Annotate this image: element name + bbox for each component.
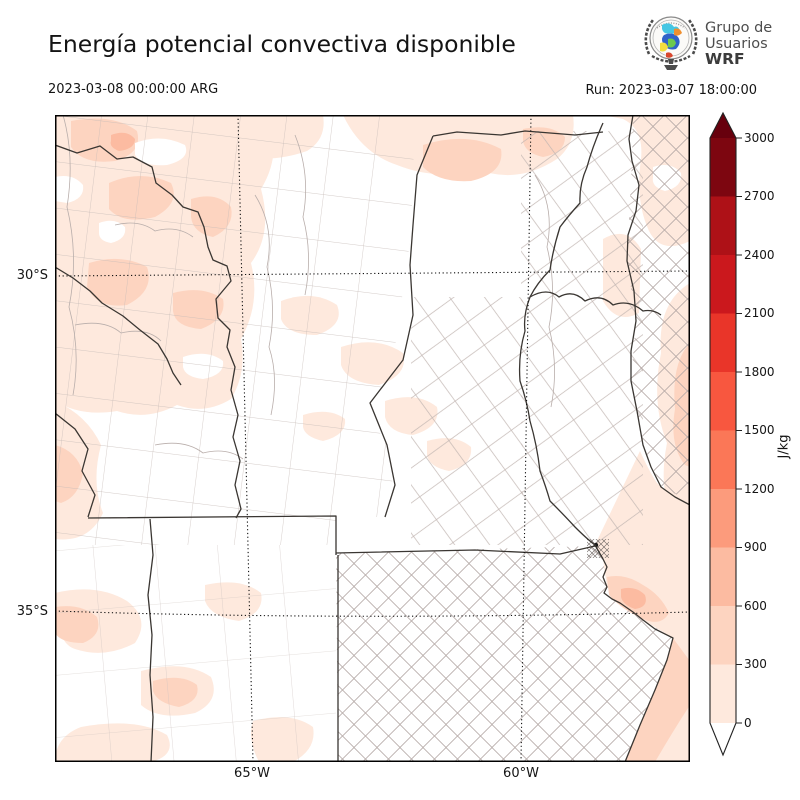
logo-line1: Grupo de: [705, 20, 773, 36]
lon-tick-65w: 65°W: [234, 766, 270, 781]
cb-tick-1200: 1200: [744, 482, 775, 496]
map-canvas: [55, 115, 690, 762]
lon-tick-60w: 60°W: [503, 766, 539, 781]
cb-tick-0: 0: [744, 716, 752, 730]
cb-tick-1800: 1800: [744, 365, 775, 379]
cb-tick-3000: 3000: [744, 131, 775, 145]
run-time-label: Run: 2023-03-07 18:00:00: [585, 83, 757, 98]
coastline: [594, 544, 674, 762]
lat-tick-35s: 35°S: [16, 604, 48, 619]
colorbar-unit-label: J/kg: [776, 434, 792, 459]
cb-tick-300: 300: [744, 657, 767, 671]
logo-line3: WRF: [705, 50, 745, 68]
colorbar-under-arrow: [710, 723, 736, 755]
department-boundaries: [55, 115, 690, 762]
cb-tick-900: 900: [744, 540, 767, 554]
logo-line2: Usuarios: [705, 35, 768, 52]
cb-tick-2100: 2100: [744, 306, 775, 320]
parana-river: [518, 122, 604, 546]
colorbar: [709, 111, 742, 757]
colorbar-over-arrow: [710, 113, 736, 138]
cb-tick-2400: 2400: [744, 248, 775, 262]
province-boundaries: [55, 115, 690, 762]
cb-tick-2700: 2700: [744, 189, 775, 203]
cb-tick-600: 600: [744, 599, 767, 613]
cb-tick-1500: 1500: [744, 423, 775, 437]
valid-time-label: 2023-03-08 00:00:00 ARG: [48, 82, 219, 97]
lat-tick-30s: 30°S: [16, 268, 48, 283]
uruguay-river: [626, 115, 690, 506]
map-frame: [55, 115, 690, 762]
page-title: Energía potencial convectiva disponible: [48, 30, 516, 58]
logo-text: Grupo de Usuarios WRF: [705, 20, 773, 68]
colorbar-tick-marks: [736, 137, 742, 724]
graticule: [55, 115, 690, 762]
wrf-users-globe-icon: [644, 16, 698, 70]
